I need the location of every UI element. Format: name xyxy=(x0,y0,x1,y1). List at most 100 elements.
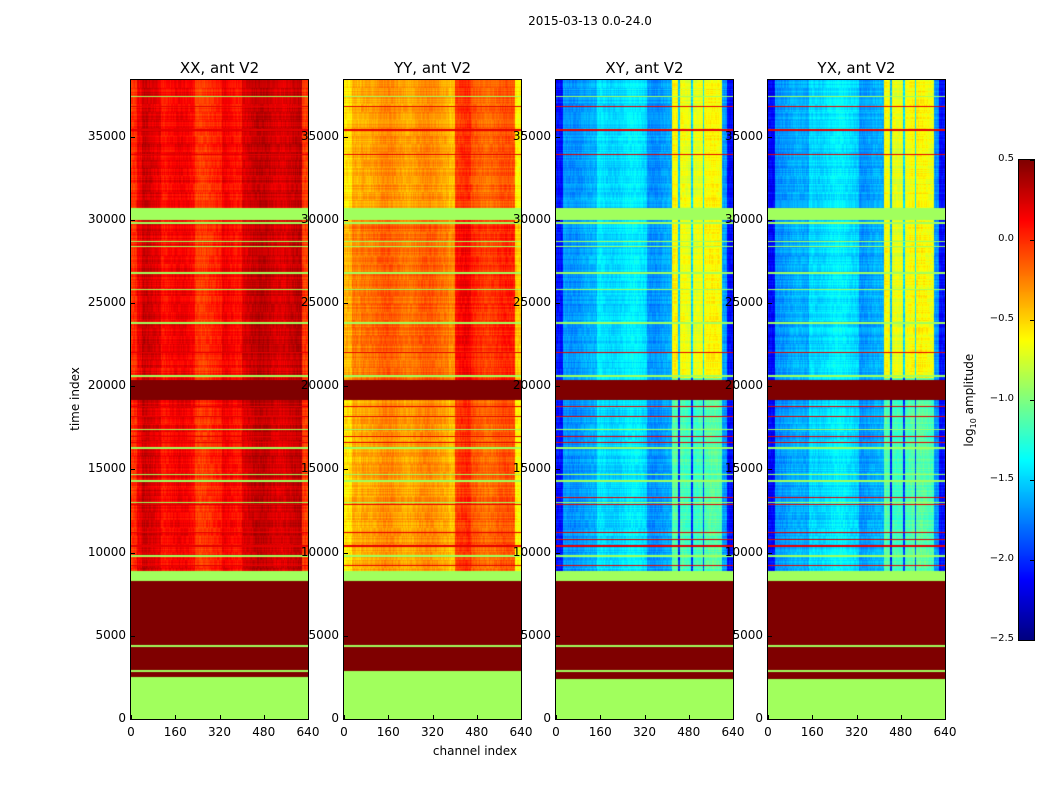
y-tick-mark xyxy=(556,386,560,388)
y-tick-mark xyxy=(768,469,772,471)
y-tick-label: 5000 xyxy=(732,627,763,642)
y-tick-mark xyxy=(556,469,560,471)
x-tick-label: 0 xyxy=(340,725,348,739)
x-tick-label: 640 xyxy=(509,725,533,739)
y-axis-label: time index xyxy=(68,367,82,431)
y-tick-mark xyxy=(768,136,772,138)
x-tick-mark xyxy=(131,715,132,719)
x-tick-mark xyxy=(521,715,522,719)
x-tick-mark xyxy=(768,715,769,719)
x-tick-label: 320 xyxy=(845,725,868,739)
y-tick-mark xyxy=(131,635,135,637)
y-tick-mark xyxy=(344,719,348,720)
colorbar-tick-mark xyxy=(1030,240,1034,241)
x-tick-mark xyxy=(644,715,646,719)
y-tick-mark xyxy=(768,219,772,221)
y-tick-mark xyxy=(131,719,135,720)
x-tick-label: 320 xyxy=(421,725,444,739)
y-tick-label: 0 xyxy=(331,711,339,725)
heatmap-cells xyxy=(768,80,945,719)
colorbar-gradient xyxy=(1019,160,1034,640)
heatmap-panel xyxy=(130,79,309,720)
y-tick-mark xyxy=(131,469,135,471)
heatmap-panel xyxy=(767,79,946,720)
y-tick-mark xyxy=(131,386,135,388)
x-axis-label: channel index xyxy=(432,744,518,758)
y-tick-mark xyxy=(344,386,348,388)
y-tick-label: 15000 xyxy=(300,461,339,476)
y-tick-mark xyxy=(131,136,135,138)
y-tick-label: 5000 xyxy=(95,627,126,642)
x-tick-mark xyxy=(856,715,858,719)
x-tick-mark xyxy=(476,715,478,719)
y-tick-mark xyxy=(768,635,772,637)
heatmap-cells xyxy=(556,80,733,719)
colorbar-label-text: amplitude xyxy=(961,353,976,419)
x-tick-label: 480 xyxy=(465,725,489,739)
x-tick-mark xyxy=(945,715,946,719)
x-tick-mark xyxy=(388,715,390,719)
panel-title: YX, ant V2 xyxy=(817,59,896,77)
y-tick-label: 15000 xyxy=(87,461,126,476)
panel-title: XX, ant V2 xyxy=(179,59,260,77)
colorbar-tick-label: −2.0 xyxy=(989,553,1014,564)
y-tick-label: 5000 xyxy=(308,627,339,642)
y-tick-mark xyxy=(556,635,560,637)
x-tick-label: 160 xyxy=(588,725,612,739)
x-tick-label: 0 xyxy=(764,725,772,739)
colorbar-tick-mark xyxy=(1030,160,1034,161)
y-tick-label: 35000 xyxy=(300,128,339,143)
y-tick-label: 10000 xyxy=(512,544,551,559)
x-tick-mark xyxy=(900,715,902,719)
colorbar-tick-label: −0.5 xyxy=(989,313,1014,324)
y-tick-label: 15000 xyxy=(724,461,763,476)
x-tick-mark xyxy=(556,715,557,719)
x-tick-mark xyxy=(600,715,602,719)
heatmap-cells xyxy=(344,80,521,719)
y-tick-mark xyxy=(344,552,348,554)
y-tick-mark xyxy=(556,552,560,554)
y-tick-label: 30000 xyxy=(300,211,339,226)
colorbar-tick-mark xyxy=(1030,320,1034,321)
x-tick-label: 320 xyxy=(633,725,656,739)
x-tick-label: 320 xyxy=(208,725,231,739)
y-tick-mark xyxy=(768,719,772,720)
y-tick-label: 10000 xyxy=(300,544,339,559)
y-tick-mark xyxy=(344,219,348,221)
y-tick-label: 5000 xyxy=(520,627,551,642)
y-tick-label: 20000 xyxy=(87,378,126,393)
y-tick-mark xyxy=(768,386,772,388)
x-tick-label: 0 xyxy=(552,725,560,739)
x-tick-label: 480 xyxy=(252,725,276,739)
x-tick-mark xyxy=(812,715,814,719)
heatmap-cells xyxy=(131,80,308,719)
panel-title: YY, ant V2 xyxy=(393,59,471,77)
y-tick-label: 20000 xyxy=(724,378,763,393)
y-tick-label: 0 xyxy=(755,711,763,725)
y-tick-mark xyxy=(556,719,560,720)
colorbar xyxy=(1018,159,1035,641)
y-tick-mark xyxy=(768,302,772,304)
x-tick-label: 480 xyxy=(889,725,913,739)
colorbar-tick-mark xyxy=(1030,640,1034,641)
colorbar-tick-label: −1.5 xyxy=(989,473,1014,484)
y-tick-label: 35000 xyxy=(724,128,763,143)
y-tick-mark xyxy=(556,219,560,221)
colorbar-tick-label: 0.5 xyxy=(998,153,1014,164)
x-tick-label: 480 xyxy=(677,725,701,739)
y-tick-label: 35000 xyxy=(512,128,551,143)
y-tick-label: 0 xyxy=(543,711,551,725)
x-tick-mark xyxy=(219,715,221,719)
colorbar-tick-mark xyxy=(1030,480,1034,481)
x-tick-label: 640 xyxy=(933,725,957,739)
x-tick-mark xyxy=(733,715,734,719)
colorbar-tick-mark xyxy=(1030,400,1034,401)
y-tick-label: 25000 xyxy=(87,294,126,309)
y-tick-label: 25000 xyxy=(512,294,551,309)
y-tick-label: 30000 xyxy=(724,211,763,226)
panel-title: XY, ant V2 xyxy=(605,59,684,77)
x-tick-label: 640 xyxy=(296,725,320,739)
y-tick-mark xyxy=(768,552,772,554)
y-tick-label: 10000 xyxy=(724,544,763,559)
